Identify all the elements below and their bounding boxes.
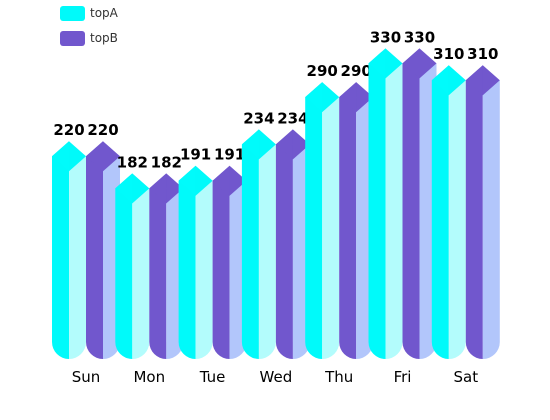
data-label-topA-sun: 220 (53, 121, 84, 139)
bar-cap-shade (368, 48, 386, 79)
bar-left-face (402, 63, 420, 360)
bar-cap-shade (431, 65, 449, 96)
bar-left-face (305, 97, 323, 360)
bar-left-face (212, 180, 230, 359)
bar-left-face (368, 63, 386, 360)
bar-right-face (385, 63, 403, 360)
bar-cap-shade (465, 65, 483, 96)
x-tick-tue: Tue (199, 368, 226, 386)
bar-topA-tue[interactable] (178, 165, 213, 359)
data-label-topA-fri: 330 (370, 28, 401, 46)
bar-left-face (339, 97, 357, 360)
bar-topA-mon[interactable] (115, 173, 150, 359)
bar-cap-shade (339, 82, 357, 113)
x-tick-mon: Mon (133, 368, 165, 386)
data-label-topB-wed: 234 (277, 109, 308, 127)
bar-topA-sun[interactable] (52, 141, 86, 359)
bar-topB-sun[interactable] (86, 141, 120, 359)
x-tick-wed: Wed (260, 368, 293, 386)
bar-right-face (69, 156, 86, 359)
bar-left-face (465, 80, 483, 360)
bar-cap-shade (305, 82, 323, 113)
bar-right-face (195, 180, 213, 359)
bar-cap-shade (402, 48, 420, 79)
legend-label-topA: topA (90, 6, 118, 20)
legend-item-topA[interactable]: topA (60, 4, 118, 22)
bar-cap-shade (178, 165, 196, 196)
legend-swatch-topB (60, 30, 85, 46)
bar-right-face (322, 97, 340, 360)
bar-topB-wed[interactable] (275, 129, 310, 359)
bar-left-face (241, 144, 259, 359)
bar-cap-shade (149, 173, 167, 204)
bar-cap-shade (212, 165, 230, 196)
legend: topA topB (60, 4, 118, 54)
legend-item-topB[interactable]: topB (60, 29, 118, 47)
data-label-topA-tue: 191 (180, 146, 211, 164)
data-label-topB-fri: 330 (404, 28, 435, 46)
bar-left-face (86, 156, 103, 359)
bar-topB-thu[interactable] (339, 82, 374, 360)
bar-topA-wed[interactable] (241, 129, 276, 359)
bar-topB-tue[interactable] (212, 165, 247, 359)
data-label-topA-mon: 182 (117, 153, 148, 171)
data-label-topB-sat: 310 (467, 45, 498, 63)
data-label-topB-mon: 182 (151, 153, 182, 171)
bar-topB-fri[interactable] (402, 48, 437, 360)
bar-topB-mon[interactable] (149, 173, 184, 359)
bar-right-face (448, 80, 466, 360)
data-label-topB-thu: 290 (341, 62, 372, 80)
data-label-topA-thu: 290 (307, 62, 338, 80)
bar-left-face (275, 144, 293, 359)
bar-left-face (115, 188, 133, 359)
bar-topB-sat[interactable] (465, 65, 500, 360)
bar-topA-fri[interactable] (368, 48, 403, 360)
bar-topA-sat[interactable] (431, 65, 466, 360)
bar-cap-shade (275, 129, 293, 160)
bar-cap-shade (115, 173, 133, 204)
bar-left-face (149, 188, 167, 359)
data-label-topB-tue: 191 (214, 146, 245, 164)
bar-left-face (431, 80, 449, 360)
bar-left-face (178, 180, 196, 359)
bar-right-face (132, 188, 150, 359)
legend-label-topB: topB (90, 31, 118, 45)
bar-topA-thu[interactable] (305, 82, 340, 360)
x-tick-sat: Sat (453, 368, 478, 386)
bar-right-face (258, 144, 276, 359)
data-label-topA-sat: 310 (433, 45, 464, 63)
bar-cap-shade (52, 141, 69, 172)
x-tick-sun: Sun (72, 368, 101, 386)
bar-left-face (52, 156, 69, 359)
bar-cap-shade (86, 141, 103, 172)
x-tick-fri: Fri (394, 368, 412, 386)
x-tick-thu: Thu (324, 368, 353, 386)
data-label-topB-sun: 220 (87, 121, 118, 139)
bar-cap-shade (241, 129, 259, 160)
bar-right-face (482, 80, 500, 360)
legend-swatch-topA (60, 5, 85, 21)
data-label-topA-wed: 234 (243, 109, 274, 127)
